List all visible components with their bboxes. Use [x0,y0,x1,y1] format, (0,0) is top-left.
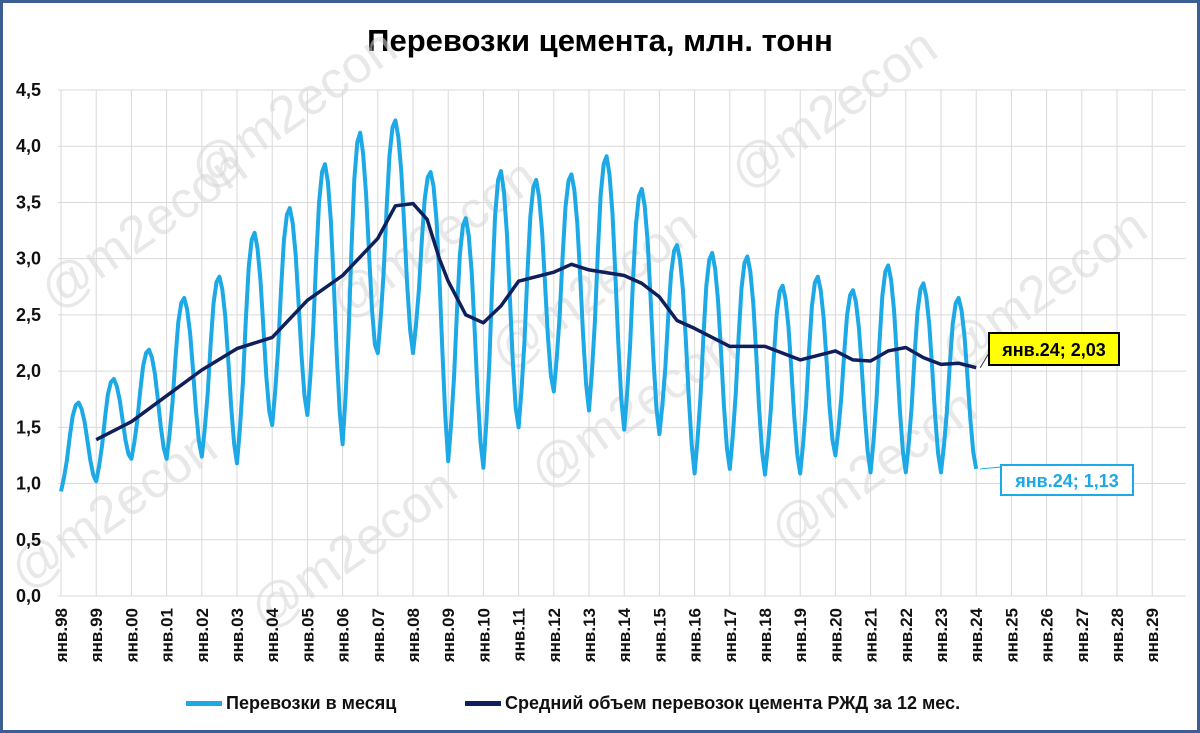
x-tick-label: янв.05 [298,608,317,663]
y-tick-label: 3,0 [16,249,41,269]
x-tick-label: янв.99 [87,608,106,663]
y-tick-label: 4,0 [16,136,41,156]
y-tick-label: 3,5 [16,192,41,212]
y-tick-label: 0,0 [16,586,41,606]
x-tick-label: янв.18 [756,608,775,663]
x-tick-label: янв.22 [897,608,916,663]
x-tick-label: янв.00 [122,608,141,663]
annotation-leader-monthly [980,466,1002,470]
x-tick-label: янв.13 [580,608,599,663]
legend: Перевозки в месяц Средний объем перевозо… [3,693,1200,721]
x-tick-label: янв.08 [404,608,423,663]
legend-swatch-monthly [186,701,222,706]
x-tick-label: янв.04 [263,607,282,663]
legend-label-monthly: Перевозки в месяц [226,693,397,713]
x-tick-label: янв.10 [474,608,493,663]
y-tick-label: 2,0 [16,361,41,381]
x-tick-label: янв.28 [1108,608,1127,663]
x-tick-label: янв.11 [510,608,529,662]
annotation-label-monthly: янв.24; 1,13 [1014,471,1119,491]
x-tick-label: янв.16 [686,608,705,663]
y-tick-label: 1,5 [16,417,41,437]
x-tick-label: янв.25 [1002,608,1021,663]
x-tick-label: янв.07 [369,608,388,663]
watermark-text: @m2econ [719,17,947,201]
legend-label-average: Средний объем перевозок цемента РЖД за 1… [505,693,961,713]
x-tick-label: янв.26 [1038,608,1057,663]
x-tick-label: янв.19 [791,608,810,663]
y-tick-label: 0,5 [16,530,41,550]
x-tick-label: янв.24 [967,607,986,663]
y-tick-label: 2,5 [16,305,41,325]
x-tick-label: янв.15 [650,608,669,663]
annotation-label-average: янв.24; 2,03 [1001,340,1106,360]
y-axis: 0,0 0,5 1,0 1,5 2,0 2,5 3,0 3,5 4,0 4,5 [16,80,41,606]
x-tick-label: янв.17 [721,608,740,663]
series-line-average [95,201,977,442]
x-tick-label: янв.29 [1143,608,1162,663]
legend-item-average: Средний объем перевозок цемента РЖД за 1… [465,693,960,714]
annotation-box-average [988,332,1120,366]
x-tick-label: янв.23 [932,608,951,663]
y-tick-label: 1,0 [16,474,41,494]
x-tick-label: янв.21 [862,608,881,663]
legend-swatch-average [465,701,501,706]
series-line-monthly [59,118,979,492]
chart-title: Перевозки цемента, млн. тонн [367,23,833,58]
x-tick-label: янв.20 [826,608,845,663]
gridlines [58,89,1186,597]
x-tick-label: янв.27 [1073,608,1092,663]
x-tick-label: янв.03 [228,608,247,663]
x-tick-label: янв.09 [439,608,458,663]
x-tick-label: янв.12 [545,608,564,663]
x-axis: янв.98 янв.99 янв.00 янв.01 янв.02 янв.03 янв.… [52,607,1162,663]
line-chart: @m2econ @m2econ@m2econ@m2econ@m2econ@m2ec… [3,17,1186,663]
x-tick-label: янв.02 [193,608,212,663]
watermark-text: @m2econ [3,417,227,601]
annotation-box-monthly [1000,464,1134,496]
annotation-layer: янв.24; 2,03 янв.24; 1,13 [979,332,1134,496]
annotation-leader-average [979,352,990,368]
y-tick-label: 4,5 [16,80,41,100]
x-tick-label: янв.06 [334,608,353,663]
x-tick-label: янв.14 [615,607,634,663]
x-tick-label: янв.98 [52,608,71,663]
series-layer [59,118,979,492]
x-tick-label: янв.01 [158,608,177,663]
legend-item-monthly: Перевозки в месяц [186,693,396,714]
